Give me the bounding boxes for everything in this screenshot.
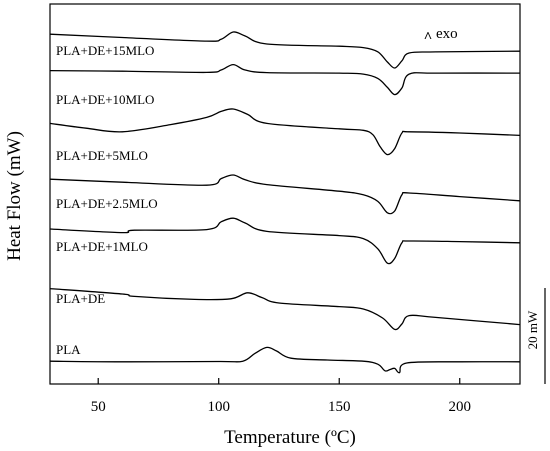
x-axis-title: Temperature (ºC)	[224, 427, 356, 448]
series-label-2: PLA+DE+5MLO	[56, 148, 148, 163]
series-labels: PLA+DE+15MLO PLA+DE+10MLO PLA+DE+5MLO PLA+D…	[56, 43, 158, 357]
exo-arrow-icon: ^	[424, 30, 433, 46]
series-label-0: PLA+DE+15MLO	[56, 43, 154, 58]
x-axis-ticks: 50 100 150 200	[91, 378, 471, 415]
y-axis-title: Heat Flow (mW)	[4, 131, 25, 261]
series-curve-5	[49, 287, 521, 331]
series-label-1: PLA+DE+10MLO	[56, 92, 154, 107]
x-tick-label: 50	[91, 399, 106, 415]
plot-frame	[49, 3, 521, 385]
scale-bar-label: 20 mW	[525, 310, 540, 349]
series-curve-2	[49, 108, 521, 156]
series-curve-4	[49, 217, 521, 265]
x-tick-label: 150	[328, 399, 351, 415]
series-label-5: PLA+DE	[56, 291, 105, 306]
series-curve-3	[49, 174, 521, 215]
exo-annotation: exo	[436, 26, 458, 42]
series-label-4: PLA+DE+1MLO	[56, 239, 148, 254]
x-tick-label: 100	[207, 399, 230, 415]
series-curves	[49, 31, 521, 374]
series-label-3: PLA+DE+2.5MLO	[56, 196, 158, 211]
series-curve-0	[49, 31, 521, 69]
x-tick-label: 200	[448, 399, 471, 415]
series-label-6: PLA	[56, 342, 81, 357]
series-curve-1	[49, 63, 521, 96]
series-curve-6	[49, 346, 521, 374]
